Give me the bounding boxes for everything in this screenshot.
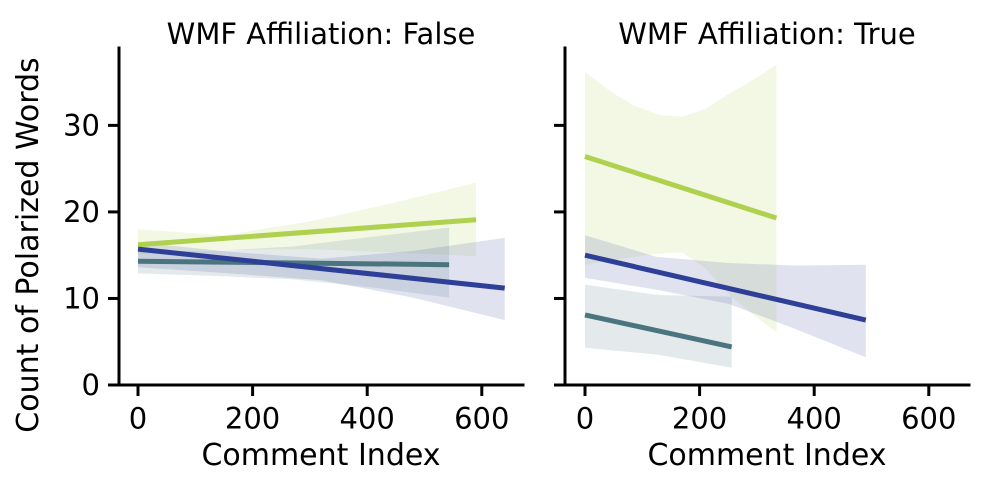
ci-band-blue-group-true — [585, 235, 866, 358]
x-tick-label-true: 0 — [576, 402, 594, 436]
panel-title-true: WMF Affiliation: True — [618, 17, 916, 51]
ci-band-green-group-true — [585, 64, 777, 333]
x-tick-label-false: 400 — [340, 402, 395, 436]
regression-line-teal-group-false — [137, 258, 450, 268]
x-tick-label-false: 600 — [454, 402, 509, 436]
axes-spines-false — [117, 46, 525, 387]
regression-line-green-group-true — [584, 154, 778, 221]
y-axis-label: Count of Polarized Words — [11, 57, 46, 432]
x-tick-label-true: 600 — [901, 402, 956, 436]
regression-line-blue-group-true — [584, 252, 867, 323]
panel-title-false: WMF Affiliation: False — [167, 17, 476, 51]
x-tick-label-true: 400 — [787, 402, 842, 436]
x-axis-label-true: Comment Index — [647, 438, 886, 473]
regression-line-teal-group-true — [584, 312, 733, 350]
axes-spines-true — [563, 46, 971, 387]
ci-band-teal-group-true — [585, 284, 732, 368]
y-tick-label: 10 — [63, 281, 100, 315]
x-tick-label-false: 200 — [225, 402, 280, 436]
regression-line-blue-group-false — [137, 246, 505, 291]
x-tick-label-true: 200 — [672, 402, 727, 436]
y-tick-label: 20 — [63, 195, 100, 229]
y-tick-label: 0 — [82, 368, 100, 402]
regression-line-green-group-false — [137, 217, 477, 248]
x-tick-label-false: 0 — [129, 402, 147, 436]
x-axis-label-false: Comment Index — [201, 438, 440, 473]
y-tick-label: 30 — [63, 108, 100, 142]
